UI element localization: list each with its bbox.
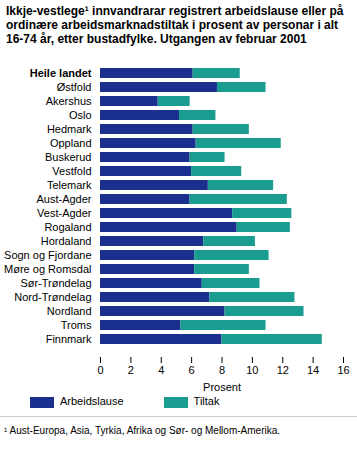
html-text:Ikkje-vestlege¹ innvandrarar r: Ikkje-vestlege¹ innvandrarar registrert …	[6, 4, 344, 46]
html-text:Arbeidslause: Arbeidslause	[60, 395, 124, 407]
svg-text:0: 0	[97, 364, 103, 376]
svg-text:10: 10	[246, 364, 258, 376]
svg-text:Aust-Agder: Aust-Agder	[36, 193, 91, 205]
svg-text:8: 8	[219, 364, 225, 376]
svg-text:Sogn og Fjordane: Sogn og Fjordane	[4, 249, 91, 261]
svg-text:Prosent: Prosent	[203, 381, 241, 393]
svg-text:Telemark: Telemark	[47, 179, 92, 191]
svg-text:Oppland: Oppland	[50, 137, 92, 149]
svg-text:Møre og Romsdal: Møre og Romsdal	[4, 263, 91, 275]
svg-text:Hordaland: Hordaland	[41, 235, 92, 247]
svg-text:Nord-Trøndelag: Nord-Trøndelag	[14, 291, 91, 303]
svg-text:Nordland: Nordland	[47, 305, 92, 317]
svg-text:Buskerud: Buskerud	[45, 151, 91, 163]
svg-text:Heile landet: Heile landet	[30, 67, 92, 79]
html-text:Tiltak: Tiltak	[193, 395, 220, 407]
svg-text:12: 12	[277, 364, 289, 376]
svg-text:Oslo: Oslo	[69, 109, 92, 121]
svg-text:2: 2	[128, 364, 134, 376]
svg-text:Akershus: Akershus	[46, 95, 92, 107]
svg-text:Finnmark: Finnmark	[46, 333, 92, 345]
svg-text:Sør-Trøndelag: Sør-Trøndelag	[20, 277, 91, 289]
svg-text:Hedmark: Hedmark	[47, 123, 92, 135]
html-text:¹ Aust-Europa, Asia, Tyrkia, A: ¹ Aust-Europa, Asia, Tyrkia, Afrika og S…	[4, 424, 280, 436]
svg-text:14: 14	[307, 364, 319, 376]
svg-text:Vestfold: Vestfold	[52, 165, 91, 177]
svg-text:Vest-Agder: Vest-Agder	[37, 207, 92, 219]
svg-text:6: 6	[189, 364, 195, 376]
svg-text:Troms: Troms	[61, 319, 92, 331]
svg-text:16: 16	[337, 364, 349, 376]
svg-text:4: 4	[158, 364, 164, 376]
svg-text:Østfold: Østfold	[57, 81, 92, 93]
svg-text:Rogaland: Rogaland	[44, 221, 91, 233]
